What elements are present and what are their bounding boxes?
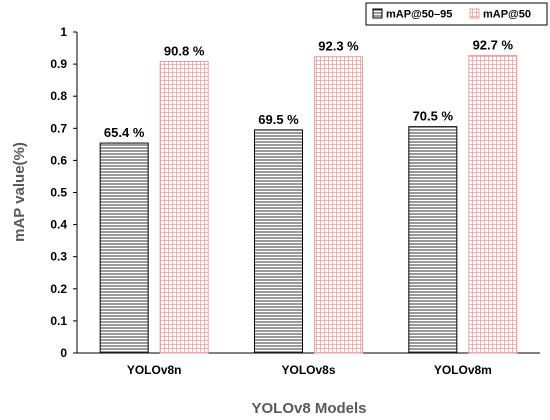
y-tick-label: 0 <box>60 346 67 360</box>
bar-series-2-YOLOv8m <box>468 54 518 354</box>
bar-series-2-YOLOv8n <box>159 61 209 354</box>
bar-series-1-YOLOv8n <box>99 142 149 354</box>
x-axis-title: YOLOv8 Models <box>251 400 366 417</box>
y-tick-label: 0.2 <box>50 282 67 296</box>
bar-series-1-YOLOv8m <box>408 126 458 354</box>
legend-label-series-1: mAP@50–95 <box>386 9 452 21</box>
y-tick-label: 1 <box>60 25 67 39</box>
x-tick-label: YOLOv8m <box>434 363 492 377</box>
x-ticks: YOLOv8n YOLOv8s YOLOv8m <box>127 363 492 377</box>
data-label: 90.8 % <box>164 44 205 59</box>
data-label: 69.5 % <box>258 112 299 127</box>
y-tick-label: 0.3 <box>50 250 67 264</box>
y-axis-title: mAP value(%) <box>11 142 28 242</box>
legend-swatch-series-1 <box>372 8 383 19</box>
y-tick-label: 0.8 <box>50 89 67 103</box>
legend-swatch-series-2 <box>469 8 480 19</box>
legend-label-series-2: mAP@50 <box>483 9 531 21</box>
data-label: 70.5 % <box>413 109 454 124</box>
bar-series-2-YOLOv8s <box>314 56 363 354</box>
x-tick-label: YOLOv8n <box>127 363 182 377</box>
y-tick-label: 0.4 <box>50 218 67 232</box>
legend: mAP@50–95 mAP@50 <box>365 2 548 26</box>
y-tick-label: 0.6 <box>50 153 67 167</box>
y-tick-label: 0.1 <box>50 314 67 328</box>
y-tick-label: 0.9 <box>50 57 67 71</box>
bars: 65.4 % 90.8 % 69.5 % 92.3 % 70.5 % 92.7 % <box>99 37 518 354</box>
data-label: 92.7 % <box>473 37 514 52</box>
y-tick-label: 0.7 <box>50 121 67 135</box>
legend-box <box>365 2 548 26</box>
y-tick-label: 0.5 <box>50 186 67 200</box>
bar-series-1-YOLOv8s <box>254 129 303 354</box>
data-label: 65.4 % <box>104 125 145 140</box>
data-label: 92.3 % <box>318 39 359 54</box>
x-tick-label: YOLOv8s <box>281 363 335 377</box>
y-ticks: 0 0.1 0.2 0.3 0.4 0.5 0.6 0.7 0.8 0.9 1 <box>50 25 77 360</box>
